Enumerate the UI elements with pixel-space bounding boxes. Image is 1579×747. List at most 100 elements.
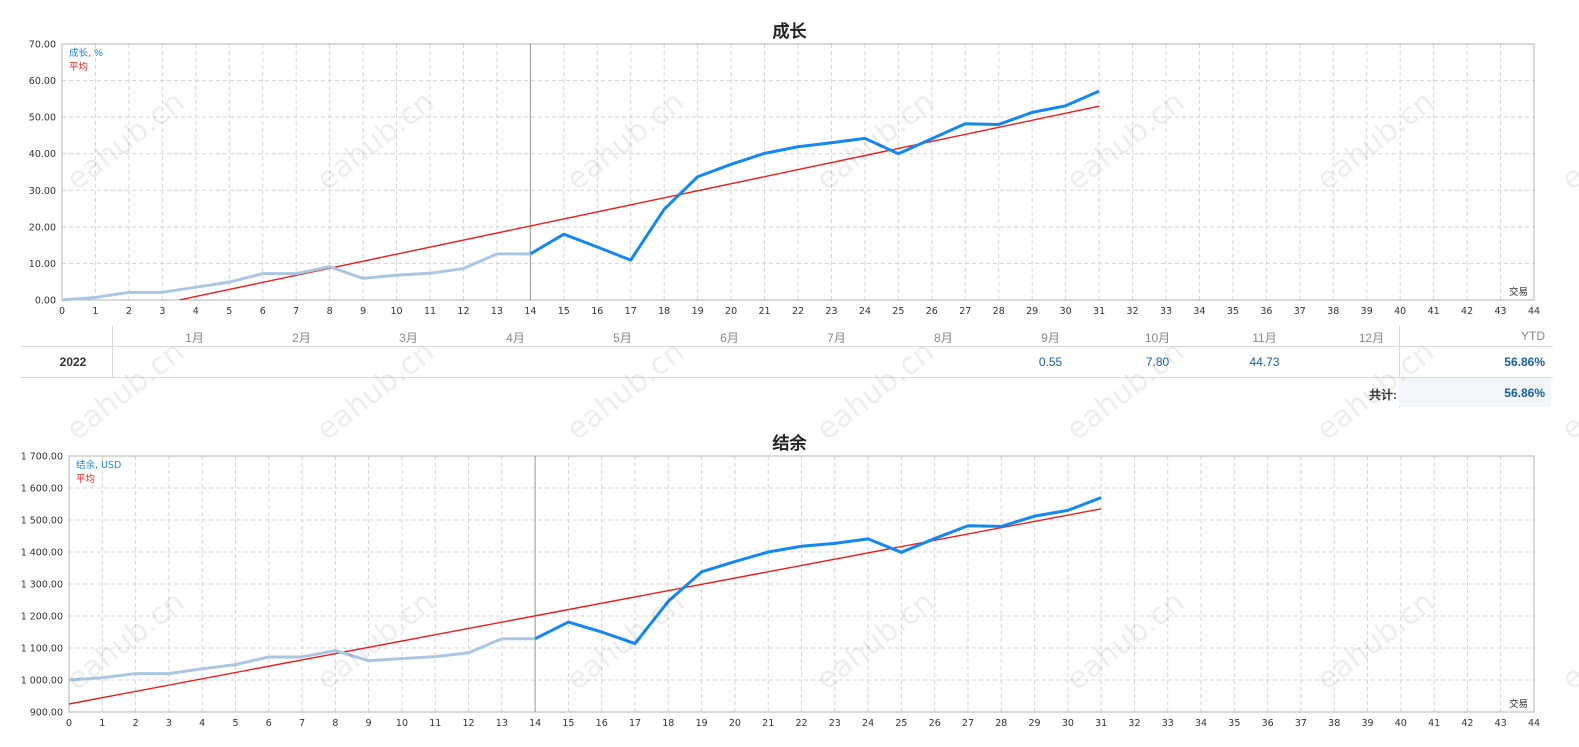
x-tick-label: 11 xyxy=(429,718,441,729)
x-tick-label: 32 xyxy=(1126,306,1138,317)
x-tick-label: 30 xyxy=(1062,718,1074,729)
x-tick-label: 19 xyxy=(692,306,704,317)
x-tick-label: 36 xyxy=(1262,718,1274,729)
y-tick-label: 1 200.00 xyxy=(21,612,63,623)
x-tick-label: 21 xyxy=(758,306,770,317)
average-line xyxy=(178,105,1100,300)
balance-chart-title: 结余 xyxy=(772,434,807,454)
y-tick-label: 1 700.00 xyxy=(21,452,63,463)
x-tick-label: 33 xyxy=(1162,718,1174,729)
x-tick-label: 36 xyxy=(1260,306,1272,317)
x-tick-label: 32 xyxy=(1128,718,1140,729)
x-tick-label: 7 xyxy=(293,306,299,317)
legend-series: 成长, % xyxy=(69,47,103,59)
legend-average: 平均 xyxy=(69,61,88,73)
month-header-mar: 3月 xyxy=(399,331,418,345)
x-tick-label: 20 xyxy=(725,306,737,317)
x-tick-label: 10 xyxy=(390,306,402,317)
total-label: 共计: xyxy=(1369,388,1397,402)
year-label: 2022 xyxy=(59,355,87,369)
total-cell-background xyxy=(1399,378,1551,407)
month-header-aug: 8月 xyxy=(934,331,953,345)
y-tick-label: 10.00 xyxy=(29,259,56,270)
x-tick-label: 31 xyxy=(1095,718,1107,729)
y-tick-label: 60.00 xyxy=(29,76,56,87)
x-tick-label: 34 xyxy=(1195,718,1207,729)
x-tick-label: 12 xyxy=(462,718,474,729)
x-tick-label: 23 xyxy=(829,718,841,729)
total-row: 共计: 56.86% xyxy=(21,378,1553,407)
x-tick-label: 6 xyxy=(266,718,272,729)
month-header-dec: 12月 xyxy=(1358,331,1385,345)
y-tick-label: 1 600.00 xyxy=(21,484,63,495)
table-divider-year xyxy=(112,326,113,378)
x-tick-label: 15 xyxy=(558,306,570,317)
x-tick-label: 44 xyxy=(1528,718,1540,729)
x-tick-label: 39 xyxy=(1361,718,1373,729)
x-tick-label: 8 xyxy=(327,306,333,317)
x-tick-label: 27 xyxy=(962,718,974,729)
y-tick-label: 0.00 xyxy=(35,296,56,307)
x-tick-label: 43 xyxy=(1495,718,1507,729)
return-nov: 44.73 xyxy=(1249,355,1280,369)
x-tick-label: 19 xyxy=(696,718,708,729)
return-oct: 7.80 xyxy=(1145,355,1170,369)
x-tick-label: 13 xyxy=(496,718,508,729)
series-line-history xyxy=(61,252,531,302)
y-tick-label: 1 000.00 xyxy=(21,676,63,687)
series-line-current xyxy=(534,496,1102,646)
month-header-oct: 10月 xyxy=(1144,331,1171,345)
x-tick-label: 26 xyxy=(926,306,938,317)
legend-average: 平均 xyxy=(76,473,95,485)
x-tick-label: 33 xyxy=(1160,306,1172,317)
y-tick-label: 1 100.00 xyxy=(21,644,63,655)
x-tick-label: 7 xyxy=(299,718,305,729)
month-header-row: 1月 2月 3月 4月 5月 6月 7月 8月 9月 10月 11月 12月 Y… xyxy=(21,326,1553,347)
x-tick-label: 9 xyxy=(366,718,372,729)
x-tick-label: 10 xyxy=(396,718,408,729)
x-tick-label: 17 xyxy=(625,306,637,317)
y-tick-label: 30.00 xyxy=(29,186,56,197)
x-tick-label: 44 xyxy=(1528,306,1540,317)
growth-chart-title: 成长 xyxy=(772,22,807,42)
x-tick-label: 28 xyxy=(993,306,1005,317)
x-tick-label: 22 xyxy=(792,306,804,317)
month-header-jan: 1月 xyxy=(185,331,204,345)
x-tick-label: 35 xyxy=(1228,718,1240,729)
x-tick-label: 2 xyxy=(133,718,139,729)
year-row-2022: 2022 0.55 7.80 44.73 56.86% xyxy=(21,347,1553,378)
y-tick-label: 50.00 xyxy=(29,113,56,124)
x-tick-label: 14 xyxy=(529,718,541,729)
x-tick-label: 3 xyxy=(159,306,165,317)
x-tick-label: 39 xyxy=(1361,306,1373,317)
x-tick-label: 11 xyxy=(424,306,436,317)
x-tick-label: 42 xyxy=(1461,718,1473,729)
x-tick-label: 22 xyxy=(795,718,807,729)
x-tick-label: 24 xyxy=(862,718,874,729)
x-tick-label: 16 xyxy=(591,306,603,317)
x-tick-label: 20 xyxy=(729,718,741,729)
x-tick-label: 0 xyxy=(59,306,65,317)
series-line-current xyxy=(529,89,1100,262)
x-tick-label: 21 xyxy=(762,718,774,729)
x-tick-label: 1 xyxy=(92,306,98,317)
ytd-header: YTD xyxy=(1521,329,1545,343)
x-tick-label: 5 xyxy=(226,306,232,317)
x-tick-label: 25 xyxy=(895,718,907,729)
x-tick-label: 16 xyxy=(596,718,608,729)
y-tick-label: 1 300.00 xyxy=(21,580,63,591)
x-tick-label: 29 xyxy=(1026,306,1038,317)
x-tick-label: 30 xyxy=(1060,306,1072,317)
x-tick-label: 35 xyxy=(1227,306,1239,317)
x-tick-label: 17 xyxy=(629,718,641,729)
x-tick-label: 42 xyxy=(1461,306,1473,317)
ytd-value: 56.86% xyxy=(1504,355,1545,369)
month-header-apr: 4月 xyxy=(506,331,525,345)
average-line xyxy=(69,508,1102,705)
legend-series: 结余, USD xyxy=(76,459,121,471)
month-header-may: 5月 xyxy=(613,331,632,345)
x-tick-label: 40 xyxy=(1395,718,1407,729)
y-tick-label: 1 400.00 xyxy=(21,548,63,559)
series-line-history xyxy=(68,637,536,682)
x-tick-label: 41 xyxy=(1428,718,1440,729)
